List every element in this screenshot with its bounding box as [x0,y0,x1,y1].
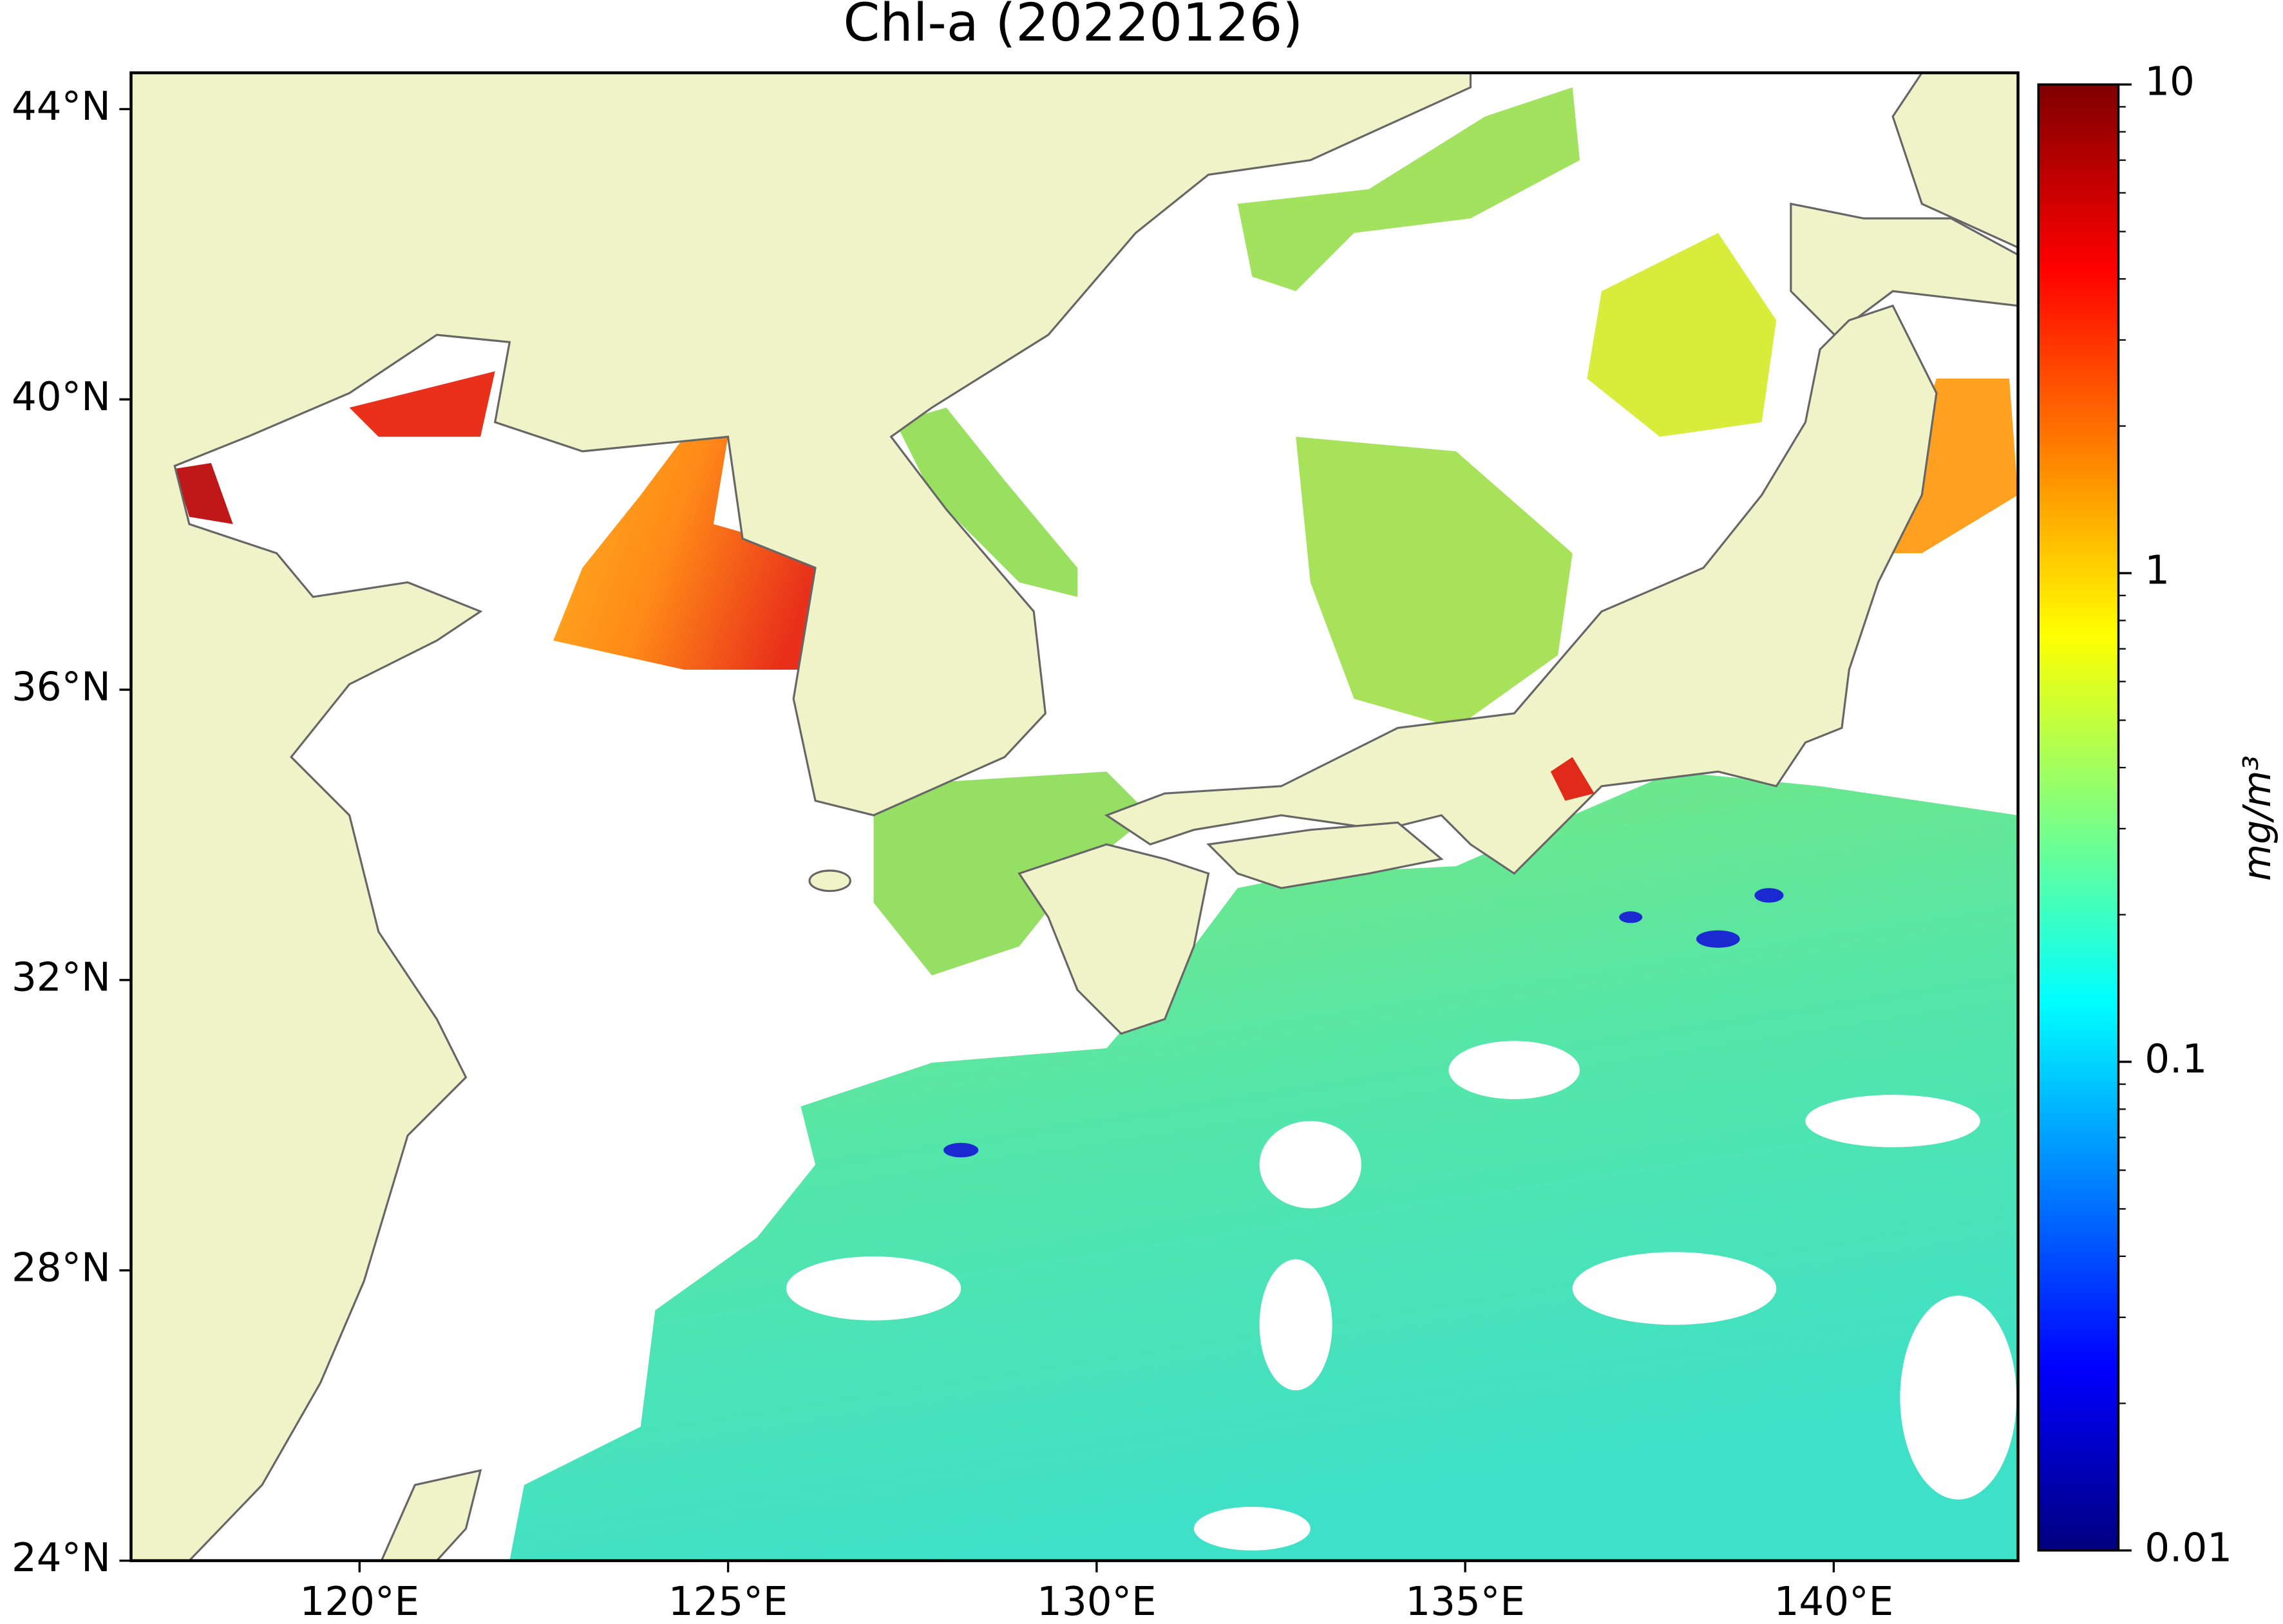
cloud-gaps [786,1041,2017,1551]
y-tick-label: 24°N [12,1535,111,1581]
chl-ecs-north [873,771,1151,976]
chl-japan-sea-central [1296,437,1573,728]
x-tick-label: 125°E [668,1579,788,1624]
x-tick-label: 140°E [1774,1579,1894,1624]
chl-bohai-west [175,462,233,524]
y-tick-label: 36°N [12,665,111,710]
land-shikoku [1206,821,1444,889]
chl-japan-sea-ne [1587,232,1777,437]
x-tick-label: 130°E [1037,1579,1157,1624]
chl-bohai [349,371,495,437]
y-tick-label: 40°N [12,374,111,420]
colorbar-label: mg/m³ [2235,755,2279,881]
map-area [131,73,2018,1561]
map-title: Chl-a (20220126) [843,0,1303,53]
colorbar [2037,83,2120,1552]
land-taiwan [380,1469,482,1561]
colorbar-tick-label: 0.1 [2145,1037,2207,1082]
land-mainland [131,73,1472,1561]
colorbar-tick-label: 0.01 [2145,1525,2232,1571]
y-tick-label: 44°N [12,84,111,129]
colorbar-tick-label: 1 [2145,548,2170,594]
chl-japan-sea-north [1237,87,1580,292]
chl-yellow-sea [553,437,837,670]
colorbar-tick-label: 10 [2145,59,2195,105]
x-tick-label: 120°E [299,1579,419,1624]
low-chl-specks [943,888,1784,1158]
chl-ise-bay [1550,757,1595,801]
land-hokkaido [1790,202,2018,337]
land-kyushu [1018,843,1210,1035]
map-frame [129,71,2020,1562]
x-tick-label: 135°E [1405,1579,1525,1624]
y-tick-label: 28°N [12,1245,111,1290]
y-tick-label: 32°N [12,955,111,1001]
chl-korea-east [895,408,1078,597]
land-honshu [1104,304,1938,875]
land-jeju [808,869,851,892]
land-russia [1891,73,2018,249]
